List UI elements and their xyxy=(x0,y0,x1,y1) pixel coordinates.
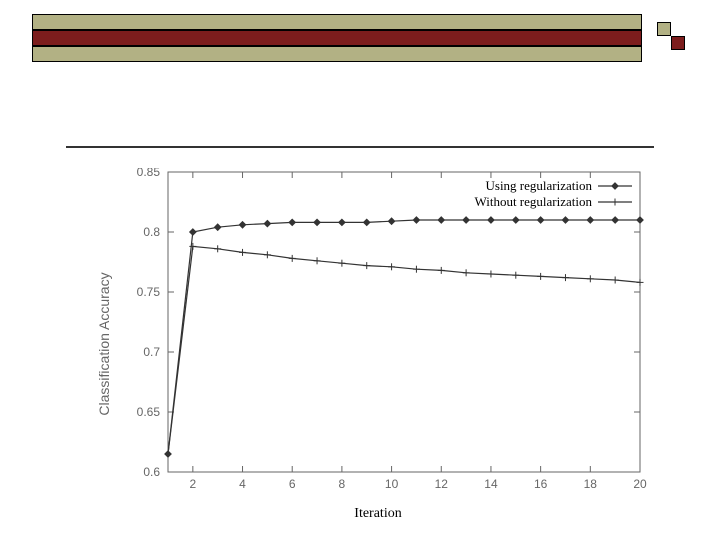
xtick-label: 2 xyxy=(189,477,196,491)
xtick-label: 16 xyxy=(534,477,548,491)
divider-line xyxy=(66,146,654,148)
stripe-olive-2 xyxy=(32,46,642,62)
square-maroon xyxy=(671,36,685,50)
slide: Classification Accuracy 0.60.650.70.750.… xyxy=(0,0,720,540)
series-using-regularization xyxy=(168,220,640,454)
xtick-label: 4 xyxy=(239,477,246,491)
chart-container: Classification Accuracy 0.60.650.70.750.… xyxy=(108,168,648,520)
line-chart: 0.6 0.65 0.7 0.75 0.8 0.85 2 4 6 8 10 12 14 16 18 20 Usi… xyxy=(108,168,648,498)
ytick-label: 0.8 xyxy=(143,225,160,239)
marker-diamond xyxy=(314,219,320,225)
xtick-label: 20 xyxy=(633,477,647,491)
plot-box xyxy=(168,172,640,472)
marker-diamond xyxy=(537,217,543,223)
marker-diamond xyxy=(488,217,494,223)
square-olive xyxy=(657,22,671,36)
marker-diamond xyxy=(587,217,593,223)
header-stripes xyxy=(32,14,688,62)
xtick-label: 6 xyxy=(289,477,296,491)
marker-diamond xyxy=(637,217,643,223)
xtick-label: 12 xyxy=(435,477,449,491)
marker-diamond xyxy=(413,217,419,223)
marker-diamond xyxy=(463,217,469,223)
marker-diamond xyxy=(513,217,519,223)
marker-diamond xyxy=(190,229,196,235)
marker-diamond xyxy=(364,219,370,225)
xtick-label: 18 xyxy=(584,477,598,491)
y-axis-label: Classification Accuracy xyxy=(96,272,112,415)
legend: Using regularizationWithout regularizati… xyxy=(474,178,632,209)
legend-label: Without regularization xyxy=(474,194,592,209)
ytick-label: 0.6 xyxy=(143,465,160,479)
x-axis-label: Iteration xyxy=(354,506,401,522)
xtick-label: 8 xyxy=(339,477,346,491)
ytick-label: 0.7 xyxy=(143,345,160,359)
ytick-label: 0.85 xyxy=(137,168,161,179)
marker-diamond xyxy=(214,224,220,230)
marker-diamond xyxy=(289,219,295,225)
ytick-label: 0.75 xyxy=(137,285,161,299)
marker-diamond xyxy=(264,220,270,226)
marker-diamond xyxy=(339,219,345,225)
marker-diamond xyxy=(612,217,618,223)
xtick-label: 14 xyxy=(484,477,498,491)
marker-diamond xyxy=(562,217,568,223)
ytick-label: 0.65 xyxy=(137,405,161,419)
stripe-olive-1 xyxy=(32,14,642,30)
marker-diamond xyxy=(239,222,245,228)
legend-label: Using regularization xyxy=(486,178,593,193)
xtick-label: 10 xyxy=(385,477,399,491)
marker-diamond xyxy=(388,218,394,224)
marker-diamond xyxy=(438,217,444,223)
stripe-maroon xyxy=(32,30,642,46)
series-without-regularization xyxy=(168,246,640,454)
